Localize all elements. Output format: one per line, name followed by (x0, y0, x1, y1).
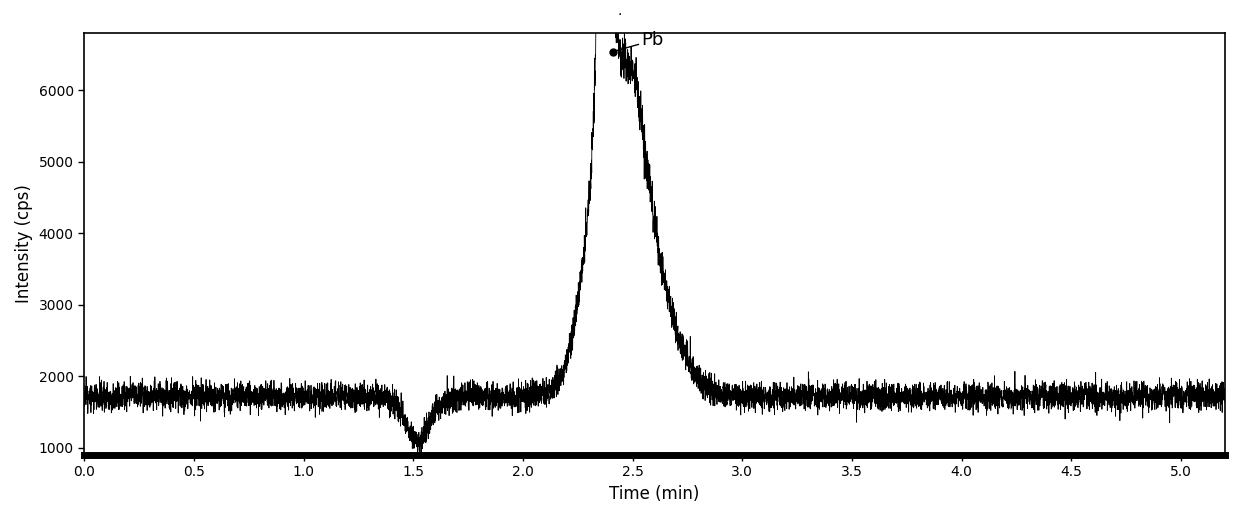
X-axis label: Time (min): Time (min) (609, 485, 699, 503)
Text: Pb: Pb (613, 32, 663, 52)
Text: ·: · (618, 8, 622, 22)
Y-axis label: Intensity (cps): Intensity (cps) (15, 184, 33, 304)
